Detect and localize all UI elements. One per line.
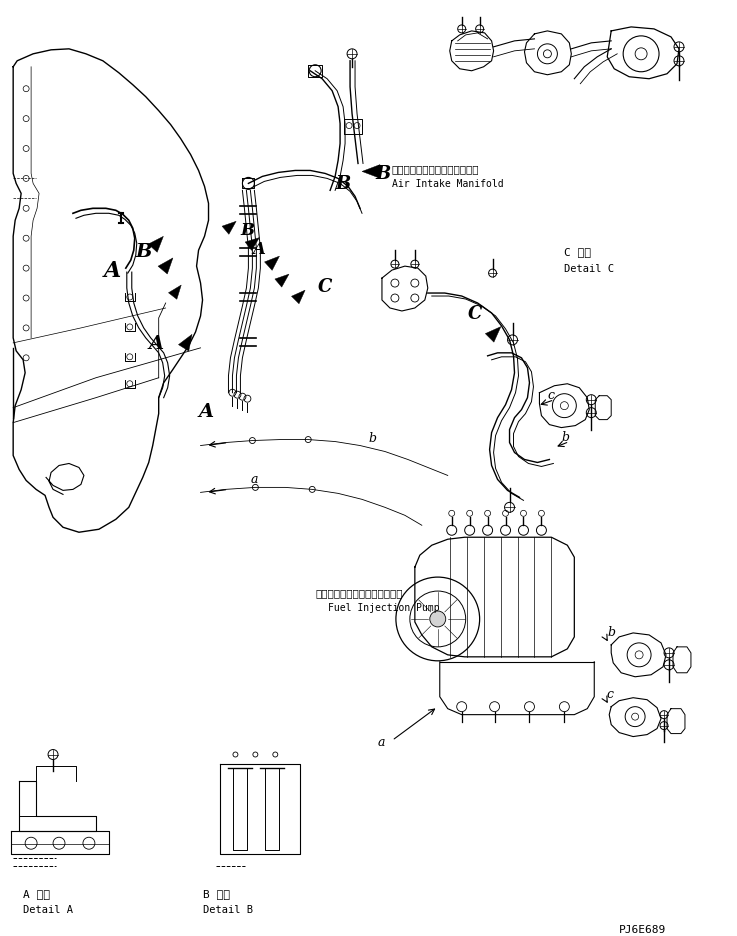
Text: B: B bbox=[335, 175, 350, 193]
Polygon shape bbox=[222, 222, 236, 235]
Text: Detail A: Detail A bbox=[23, 904, 73, 914]
Text: a: a bbox=[378, 735, 385, 748]
Text: A: A bbox=[198, 402, 214, 420]
Text: b: b bbox=[368, 431, 376, 444]
Text: PJ6E689: PJ6E689 bbox=[619, 924, 666, 934]
Polygon shape bbox=[148, 237, 164, 253]
Text: B: B bbox=[136, 243, 153, 261]
Polygon shape bbox=[158, 258, 173, 274]
Polygon shape bbox=[178, 335, 192, 352]
Text: C: C bbox=[318, 278, 332, 296]
Text: A: A bbox=[252, 241, 265, 258]
Text: b: b bbox=[562, 431, 570, 443]
Text: Fuel Injection Pump: Fuel Injection Pump bbox=[328, 603, 440, 612]
Polygon shape bbox=[275, 275, 289, 288]
Polygon shape bbox=[362, 166, 380, 179]
Text: B: B bbox=[375, 166, 390, 183]
Text: c: c bbox=[607, 687, 613, 700]
Text: Detail C: Detail C bbox=[565, 264, 615, 274]
Polygon shape bbox=[486, 328, 501, 343]
Text: フェルインジェクションポンプ: フェルインジェクションポンプ bbox=[315, 588, 402, 597]
Polygon shape bbox=[245, 239, 259, 251]
Polygon shape bbox=[169, 285, 181, 300]
Text: Detail B: Detail B bbox=[203, 904, 253, 914]
Text: C: C bbox=[468, 304, 482, 323]
Text: c: c bbox=[548, 388, 554, 402]
Text: B 詳細: B 詳細 bbox=[203, 888, 229, 899]
Text: Air Intake Manifold: Air Intake Manifold bbox=[392, 179, 503, 189]
Text: A: A bbox=[104, 260, 121, 282]
Text: B: B bbox=[240, 222, 254, 239]
Circle shape bbox=[430, 611, 446, 627]
Text: エアーインテークマニホールド: エアーインテークマニホールド bbox=[392, 165, 480, 174]
Text: b: b bbox=[607, 625, 615, 638]
Text: A: A bbox=[149, 334, 164, 353]
Text: C 詳細: C 詳細 bbox=[565, 247, 591, 256]
Polygon shape bbox=[265, 256, 279, 271]
Polygon shape bbox=[292, 291, 305, 304]
Text: a: a bbox=[251, 473, 258, 486]
Text: A 詳細: A 詳細 bbox=[23, 888, 50, 899]
